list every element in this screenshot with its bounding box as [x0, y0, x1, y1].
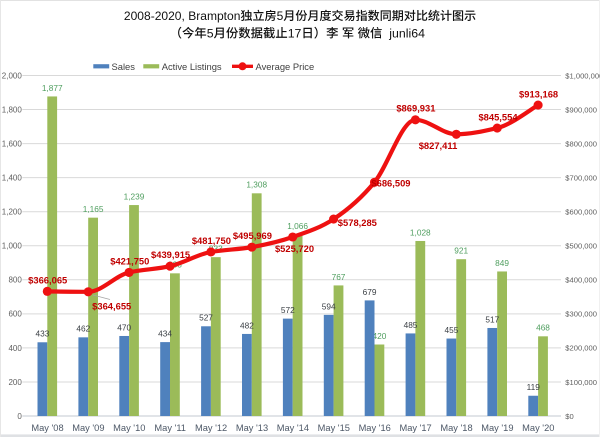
- svg-text:May '20: May '20: [522, 423, 554, 433]
- svg-text:5: 5: [207, 26, 214, 40]
- svg-text:$200,000: $200,000: [565, 344, 597, 353]
- svg-text:May '18: May '18: [440, 423, 472, 433]
- svg-text:$481,750: $481,750: [192, 235, 231, 246]
- svg-text:$913,168: $913,168: [519, 89, 558, 100]
- svg-text:17: 17: [288, 26, 302, 40]
- svg-text:$1,000,000: $1,000,000: [565, 71, 600, 80]
- svg-text:$700,000: $700,000: [565, 173, 597, 182]
- svg-text:$869,931: $869,931: [396, 103, 435, 114]
- svg-text:$686,509: $686,509: [371, 177, 410, 188]
- svg-text:$900,000: $900,000: [565, 105, 597, 114]
- svg-text:1,200: 1,200: [2, 208, 23, 217]
- svg-text:May '09: May '09: [72, 423, 104, 433]
- svg-text:$578,285: $578,285: [338, 217, 377, 228]
- svg-text:527: 527: [199, 313, 213, 323]
- svg-text:$495,969: $495,969: [233, 230, 272, 241]
- svg-text:468: 468: [536, 323, 550, 333]
- svg-text:455: 455: [444, 325, 458, 335]
- svg-text:May '19: May '19: [481, 423, 513, 433]
- svg-text:$400,000: $400,000: [565, 276, 597, 285]
- svg-text:849: 849: [495, 258, 509, 268]
- svg-text:434: 434: [158, 329, 172, 339]
- svg-text:485: 485: [404, 320, 418, 330]
- svg-text:$500,000: $500,000: [565, 242, 597, 251]
- svg-text:420: 420: [372, 331, 386, 341]
- svg-text:1,877: 1,877: [42, 83, 63, 93]
- svg-text:482: 482: [240, 320, 254, 330]
- svg-text:$421,750: $421,750: [110, 255, 149, 266]
- svg-text:1,165: 1,165: [83, 204, 104, 214]
- svg-text:400: 400: [8, 344, 22, 353]
- svg-text:$364,655: $364,655: [92, 301, 131, 312]
- svg-text:200: 200: [8, 378, 22, 387]
- svg-text:600: 600: [8, 310, 22, 319]
- svg-text:470: 470: [117, 322, 131, 332]
- svg-text:1,308: 1,308: [246, 180, 267, 190]
- svg-text:594: 594: [322, 301, 336, 311]
- svg-text:5: 5: [277, 9, 284, 23]
- svg-text:May '17: May '17: [399, 423, 431, 433]
- svg-text:junli64: junli64: [382, 26, 425, 40]
- svg-text:1,028: 1,028: [410, 227, 431, 237]
- svg-text:May '15: May '15: [318, 423, 350, 433]
- svg-text:$845,554: $845,554: [478, 111, 518, 122]
- svg-text:0: 0: [17, 412, 22, 421]
- svg-text:$366,065: $366,065: [28, 275, 67, 286]
- svg-text:2008-2020, Brampton: 2008-2020, Brampton: [124, 9, 241, 23]
- svg-text:$300,000: $300,000: [565, 310, 597, 319]
- svg-text:May '13: May '13: [236, 423, 268, 433]
- svg-text:921: 921: [454, 246, 468, 256]
- svg-text:May '16: May '16: [359, 423, 391, 433]
- svg-text:1,239: 1,239: [124, 192, 145, 202]
- svg-text:$0: $0: [565, 412, 573, 421]
- svg-text:800: 800: [8, 276, 22, 285]
- svg-text:May '10: May '10: [113, 423, 145, 433]
- svg-text:May '11: May '11: [154, 423, 186, 433]
- svg-text:$100,000: $100,000: [565, 378, 597, 387]
- svg-text:572: 572: [281, 305, 295, 315]
- svg-text:Active Listings: Active Listings: [162, 61, 222, 72]
- svg-text:119: 119: [527, 382, 541, 392]
- svg-text:$525,720: $525,720: [275, 243, 314, 254]
- svg-text:$800,000: $800,000: [565, 139, 597, 148]
- svg-text:$827,411: $827,411: [419, 140, 458, 151]
- svg-text:1,000: 1,000: [2, 242, 23, 251]
- svg-text:Average Price: Average Price: [256, 61, 315, 72]
- svg-text:1,066: 1,066: [287, 221, 308, 231]
- svg-text:May '08: May '08: [31, 423, 63, 433]
- svg-text:433: 433: [35, 329, 49, 339]
- svg-text:May '14: May '14: [277, 423, 309, 433]
- svg-text:517: 517: [485, 314, 499, 324]
- svg-text:2,000: 2,000: [2, 71, 23, 80]
- svg-text:1,600: 1,600: [2, 140, 23, 149]
- svg-text:1,800: 1,800: [2, 106, 23, 115]
- svg-text:$600,000: $600,000: [565, 208, 597, 217]
- svg-text:462: 462: [76, 324, 90, 334]
- svg-text:1,400: 1,400: [2, 174, 23, 183]
- svg-text:933: 933: [209, 244, 223, 254]
- svg-text:679: 679: [363, 287, 377, 297]
- svg-text:Sales: Sales: [112, 61, 136, 72]
- svg-text:$439,915: $439,915: [151, 249, 190, 260]
- svg-text:May '12: May '12: [195, 423, 227, 433]
- svg-text:767: 767: [332, 272, 346, 282]
